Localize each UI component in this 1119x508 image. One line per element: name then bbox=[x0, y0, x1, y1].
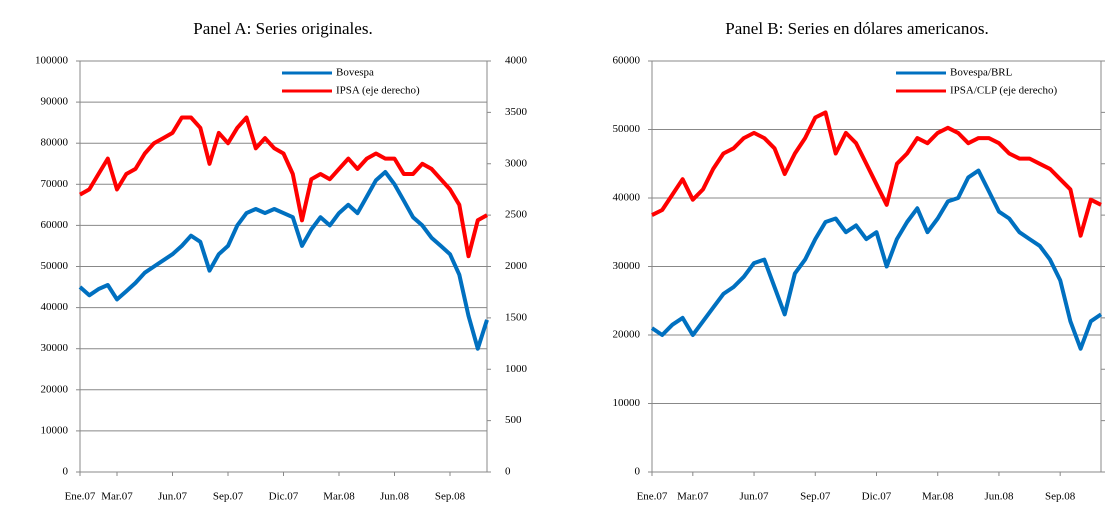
y-tick-label: 100000 bbox=[35, 55, 69, 67]
y-tick-label: 40000 bbox=[613, 192, 641, 204]
y-tick-label: 10000 bbox=[613, 397, 641, 409]
chart-title: Panel B: Series en dólares americanos. bbox=[725, 19, 988, 38]
y-tick-label: 10000 bbox=[41, 424, 69, 436]
x-tick-label: Sep.07 bbox=[800, 491, 831, 503]
y2-tick-label: 500 bbox=[505, 414, 522, 426]
y-tick-label: 0 bbox=[635, 466, 641, 478]
y2-tick-label: 3500 bbox=[505, 106, 528, 118]
y2-tick-label: 1500 bbox=[505, 311, 528, 323]
x-tick-label: Mar.07 bbox=[101, 491, 133, 503]
y-tick-label: 20000 bbox=[613, 329, 641, 341]
y2-tick-label: 2500 bbox=[505, 209, 528, 221]
series-line bbox=[79, 115, 488, 259]
y2-tick-label: 1000 bbox=[505, 363, 528, 375]
legend-label: IPSA/CLP (eje derecho) bbox=[950, 85, 1057, 97]
y2-tick-label: 0 bbox=[505, 466, 511, 478]
y-tick-label: 70000 bbox=[41, 178, 69, 190]
y2-tick-label: 3000 bbox=[505, 157, 528, 169]
x-tick-label: Mar.08 bbox=[323, 491, 355, 503]
y-tick-label: 80000 bbox=[41, 137, 69, 149]
series-line bbox=[78, 170, 489, 351]
x-tick-label: Ene.07 bbox=[637, 491, 668, 503]
y-tick-label: 60000 bbox=[41, 219, 69, 231]
y2-tick-label: 2000 bbox=[505, 260, 528, 272]
x-tick-label: Jun.08 bbox=[984, 491, 1014, 503]
y-tick-label: 20000 bbox=[41, 383, 69, 395]
x-tick-label: Dic.07 bbox=[862, 491, 892, 503]
x-tick-label: Mar.08 bbox=[922, 491, 954, 503]
y-tick-label: 30000 bbox=[41, 342, 69, 354]
x-tick-label: Jun.07 bbox=[740, 491, 770, 503]
legend-label: Bovespa bbox=[336, 67, 374, 79]
x-tick-label: Sep.07 bbox=[213, 491, 244, 503]
x-tick-label: Jun.08 bbox=[380, 491, 410, 503]
y-tick-label: 50000 bbox=[41, 260, 69, 272]
x-tick-label: Sep.08 bbox=[1045, 491, 1076, 503]
y-tick-label: 60000 bbox=[613, 55, 641, 67]
legend-label: Bovespa/BRL bbox=[950, 67, 1013, 79]
series-line bbox=[651, 110, 1102, 238]
legend-label: IPSA (eje derecho) bbox=[336, 85, 420, 97]
y-tick-label: 30000 bbox=[613, 260, 641, 272]
x-tick-label: Mar.07 bbox=[677, 491, 709, 503]
x-tick-label: Jun.07 bbox=[158, 491, 188, 503]
x-tick-label: Sep.08 bbox=[435, 491, 466, 503]
y-tick-label: 0 bbox=[63, 466, 69, 478]
x-tick-label: Ene.07 bbox=[65, 491, 96, 503]
y-tick-label: 40000 bbox=[41, 301, 69, 313]
series-line bbox=[650, 168, 1103, 351]
y-tick-label: 50000 bbox=[613, 123, 641, 135]
x-tick-label: Dic.07 bbox=[269, 491, 299, 503]
y2-tick-label: 4000 bbox=[505, 55, 528, 67]
y-tick-label: 90000 bbox=[41, 96, 69, 108]
chart-title: Panel A: Series originales. bbox=[193, 19, 372, 38]
